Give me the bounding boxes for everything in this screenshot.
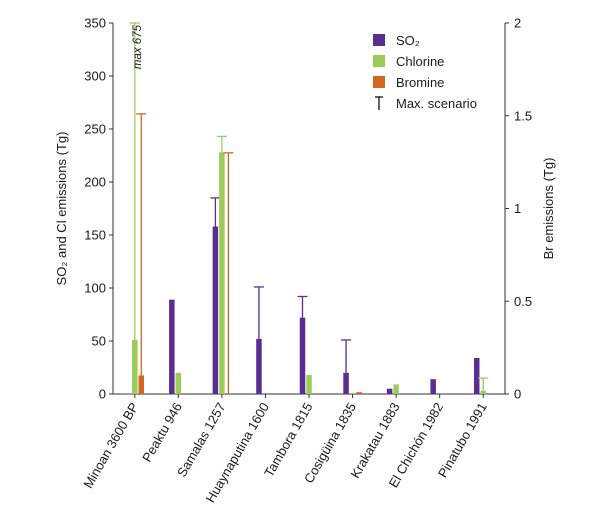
y-right-tick-label: 0.5 xyxy=(514,294,532,309)
bar-chlorine xyxy=(175,372,182,394)
legend-swatch xyxy=(373,55,385,67)
y-left-tick-label: 350 xyxy=(84,16,106,31)
bar-bromine xyxy=(138,375,145,394)
bar-so xyxy=(169,299,175,394)
bar-chlorine xyxy=(132,339,138,394)
legend-swatch xyxy=(373,34,385,46)
y-right-tick-label: 1.5 xyxy=(514,108,532,123)
bar-so xyxy=(473,357,480,394)
bar-so xyxy=(256,338,262,394)
legend-swatch xyxy=(373,76,385,88)
x-tick-label: Minoan 3600 BP xyxy=(80,400,141,491)
y-left-tick-label: 300 xyxy=(84,69,106,84)
x-tick-label: Peaktu 946 xyxy=(139,400,185,464)
y-right-tick-label: 0 xyxy=(514,387,521,402)
y-left-tick-label: 250 xyxy=(84,122,106,137)
bar-so xyxy=(343,372,349,394)
legend: SO₂ Chlorine Bromine Max. scenario xyxy=(373,33,477,111)
bar-bromine xyxy=(356,392,362,394)
bar-chlorine xyxy=(219,152,225,394)
bar-chlorine xyxy=(306,374,312,394)
y-left-tick-label: 50 xyxy=(92,334,106,349)
legend-label-max-scenario: Max. scenario xyxy=(396,96,477,111)
axes: 0 50 100 150 200 250 300 350 0 0.5 1 1.5 2 SO₂ and Cl… xyxy=(54,16,556,506)
bar-chlorine xyxy=(393,384,399,394)
bar-so xyxy=(430,379,436,394)
legend-label: SO₂ xyxy=(396,33,420,48)
y-right-tick-label: 1 xyxy=(514,201,521,216)
y-left-tick-label: 150 xyxy=(84,228,106,243)
bar-so xyxy=(125,393,132,395)
y-axis-right-title: Br emissions (Tg) xyxy=(541,158,556,260)
legend-label: Bromine xyxy=(396,75,444,90)
y-left-tick-label: 0 xyxy=(99,387,106,402)
bar-chlorine xyxy=(349,392,356,394)
legend-label: Chlorine xyxy=(396,54,444,69)
bar-so xyxy=(386,388,393,394)
bar-so xyxy=(299,317,306,394)
y-axis-left-title: SO₂ and Cl emissions (Tg) xyxy=(54,132,69,286)
annotation-max-675: max 675 xyxy=(132,24,144,69)
bar-chlorine xyxy=(480,390,486,394)
y-left-tick-label: 100 xyxy=(84,281,106,296)
y-right-tick-label: 2 xyxy=(514,16,521,31)
bar-so xyxy=(212,226,219,394)
bars: max 675 xyxy=(125,22,489,395)
y-left-tick-label: 200 xyxy=(84,175,106,190)
